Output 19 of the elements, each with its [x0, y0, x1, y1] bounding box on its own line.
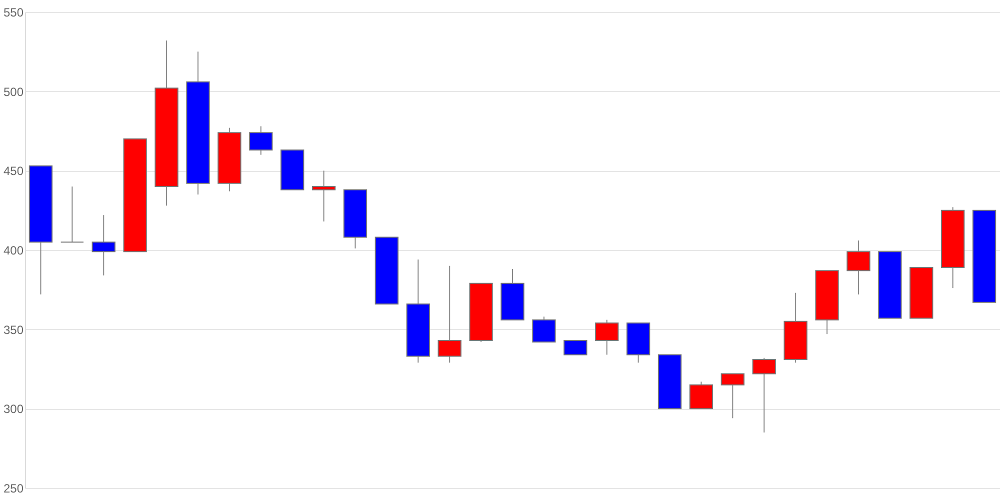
candlestick [752, 357, 776, 433]
candlestick [92, 214, 116, 276]
candlestick [720, 373, 744, 419]
y-tick-label: 500 [3, 84, 24, 99]
candlestick [595, 319, 619, 356]
candlestick [564, 340, 588, 356]
y-tick-label: 300 [3, 402, 24, 416]
candlestick [532, 316, 556, 343]
y-tick-label: 350 [3, 322, 24, 337]
candlestick [60, 186, 84, 243]
y-tick-label: 400 [3, 244, 24, 258]
candlestick [689, 381, 714, 410]
candlestick [438, 265, 462, 364]
candlestick [312, 170, 336, 222]
y-tick-label: 550 [3, 6, 24, 20]
y-tick-label: 450 [3, 164, 24, 178]
candlestick [846, 240, 870, 295]
candlestick [249, 126, 273, 156]
y-tick-label: 250 [3, 482, 24, 496]
